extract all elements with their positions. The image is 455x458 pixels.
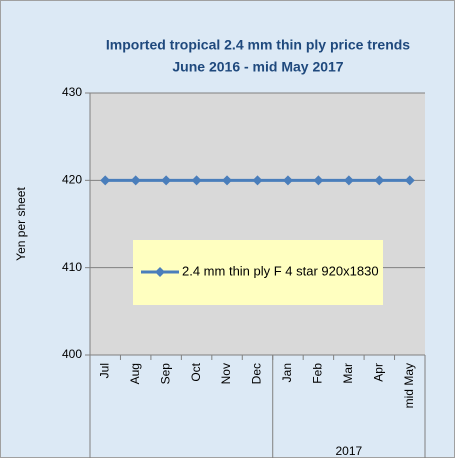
category-group-label: 2017	[336, 444, 363, 458]
chart-title: Imported tropical 2.4 mm thin ply price …	[106, 37, 410, 53]
data-point	[130, 175, 141, 186]
data-point	[222, 175, 233, 186]
legend-label: 2.4 mm thin ply F 4 star 920x1830	[182, 263, 379, 278]
y-tick-label: 400	[62, 347, 82, 361]
data-point	[343, 175, 354, 186]
data-point	[374, 175, 385, 186]
x-tick-label: Mar	[341, 363, 355, 384]
y-tick-label: 420	[62, 173, 82, 187]
x-tick-label: mid May	[402, 363, 416, 408]
data-point	[252, 175, 263, 186]
x-tick-label: Jul	[97, 363, 111, 378]
data-point	[161, 175, 172, 186]
data-point	[404, 175, 415, 186]
x-tick-label: Sep	[158, 363, 172, 385]
data-point	[282, 175, 293, 186]
y-tick-label: 410	[62, 260, 82, 274]
y-axis-label: Yen per sheet	[14, 187, 28, 261]
x-tick-label: Jan	[280, 363, 294, 382]
x-tick-label: Apr	[371, 363, 385, 382]
x-tick-label: Nov	[219, 363, 233, 384]
y-tick-label: 430	[62, 85, 82, 99]
data-point	[191, 175, 202, 186]
x-tick-label: Aug	[128, 363, 142, 384]
legend-marker	[155, 267, 165, 277]
plot-area	[90, 93, 425, 355]
data-point	[313, 175, 324, 186]
chart-subtitle: June 2016 - mid May 2017	[172, 59, 343, 75]
x-tick-label: Dec	[250, 363, 264, 384]
x-tick-label: Oct	[189, 362, 203, 381]
data-point	[100, 175, 111, 186]
x-tick-label: Feb	[311, 363, 325, 384]
